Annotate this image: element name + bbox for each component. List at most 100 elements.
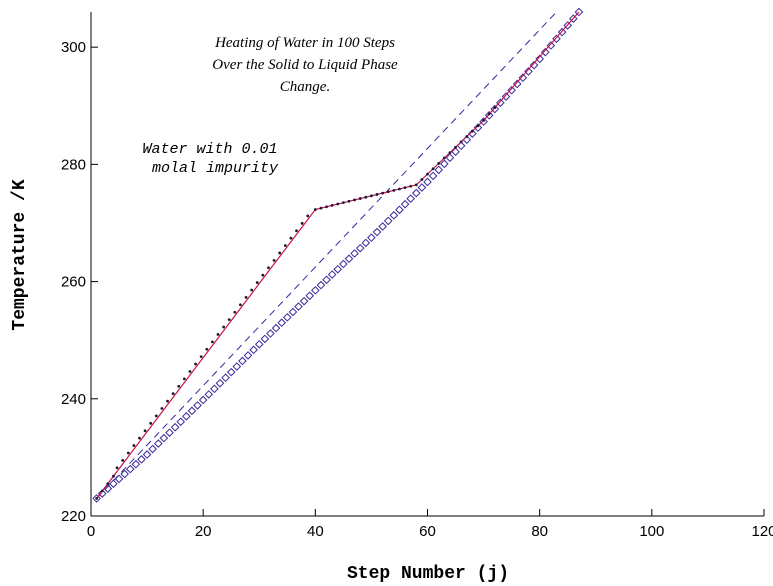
impurity-dot (171, 392, 175, 396)
pure-water-marker (473, 123, 483, 132)
impurity-dot (448, 151, 452, 155)
impurity-dot (210, 340, 214, 344)
impurity-dot (138, 436, 141, 440)
pure-water-marker (518, 73, 528, 83)
impurity-dot (188, 370, 192, 373)
impurity-dot (115, 466, 119, 470)
pure-water-marker (316, 280, 326, 290)
pure-water-marker (288, 307, 298, 317)
pure-water-marker (170, 422, 180, 432)
pure-water-marker (372, 227, 382, 237)
impurity-dot (431, 167, 435, 171)
pure-water-marker (569, 14, 578, 24)
impurity-dot (398, 187, 401, 191)
pure-water-marker (557, 27, 567, 37)
pure-water-marker (148, 444, 157, 454)
pure-water-marker (339, 259, 348, 269)
impurity-dot (300, 221, 304, 225)
chart-title-line-1: Heating of Water in 100 Steps (214, 35, 395, 51)
impurity-dot (437, 161, 441, 165)
pure-water-marker (243, 351, 253, 360)
impurity-dot (227, 318, 231, 322)
impurity-dot (325, 205, 328, 209)
y-tick-label: 300 (61, 39, 86, 56)
pure-water-marker (153, 439, 163, 448)
impurity-dot (487, 112, 491, 116)
impurity-dot (255, 281, 259, 284)
pure-water-marker (434, 165, 444, 175)
impurity-curve-dots (95, 106, 497, 500)
impurity-dot (95, 497, 99, 500)
annotation-line-1: Water with 0.01 (142, 141, 277, 158)
pure-water-marker (367, 233, 376, 242)
impurity-dot (454, 145, 457, 149)
pure-water-marker (311, 286, 320, 295)
pure-water-marker (322, 275, 331, 285)
pure-water-marker (282, 313, 292, 322)
pure-water-markers (92, 7, 584, 503)
pure-water-marker (254, 339, 264, 349)
impurity-dot (330, 203, 334, 207)
pure-water-marker (501, 92, 511, 101)
pure-water-marker (524, 67, 533, 76)
pure-water-marker (361, 238, 371, 248)
pure-water-marker (406, 194, 415, 203)
impurity-dot (106, 482, 110, 486)
pure-water-marker (395, 205, 404, 215)
impurity-dot (493, 106, 497, 110)
impurity-dot (149, 421, 153, 425)
pure-water-marker (142, 450, 152, 459)
pure-water-marker (305, 291, 315, 301)
pure-water-marker (198, 395, 208, 405)
pure-water-marker (479, 117, 488, 126)
y-tick-label: 260 (61, 274, 86, 291)
pure-water-marker (484, 111, 494, 120)
impurity-dot (166, 399, 169, 403)
pure-water-marker (176, 417, 186, 427)
pure-water-marker (187, 406, 197, 416)
pure-water-marker (210, 384, 219, 394)
impurity-dot (132, 444, 136, 447)
impurity-dot (347, 199, 351, 203)
impurity-dot (199, 355, 203, 359)
impurity-dot (426, 172, 429, 176)
pure-water-marker (97, 489, 107, 498)
x-axis-label: Step Number (j) (347, 564, 509, 584)
pure-water-marker (249, 345, 258, 355)
y-tick-label: 240 (61, 391, 86, 408)
impurity-dot (353, 198, 356, 202)
x-tick-label: 60 (419, 523, 436, 540)
pure-water-marker (327, 270, 337, 279)
pure-water-marker (226, 367, 236, 377)
impurity-dot (261, 273, 265, 277)
impurity-dot (420, 178, 424, 181)
pure-water-marker (468, 129, 477, 138)
series-layer (92, 7, 584, 503)
pure-water-marker (125, 464, 135, 474)
impurity-dot (194, 362, 197, 366)
impurity-dot (154, 414, 158, 418)
impurity-curve-line (96, 11, 580, 499)
pure-water-marker (120, 469, 129, 479)
impurity-dot (143, 429, 147, 433)
impurity-dot (470, 129, 474, 133)
impurity-dot (459, 140, 463, 144)
pure-water-marker (355, 243, 365, 253)
pure-water-marker (109, 479, 118, 489)
pure-water-marker (378, 222, 387, 231)
impurity-dot (364, 195, 368, 199)
pure-water-marker (507, 85, 516, 95)
pure-water-marker (277, 318, 286, 328)
x-tick-label: 0 (87, 523, 95, 540)
pure-water-marker (445, 153, 455, 163)
y-axis-label: Temperature /K (10, 179, 30, 330)
impurity-dot (336, 202, 340, 206)
impurity-dot (216, 333, 220, 336)
impurity-dot (112, 474, 115, 478)
impurity-dot (370, 194, 373, 198)
impurity-dot (381, 191, 385, 195)
impurity-dot (177, 384, 181, 388)
impurity-dot (442, 156, 446, 160)
impurity-dot (100, 489, 104, 493)
